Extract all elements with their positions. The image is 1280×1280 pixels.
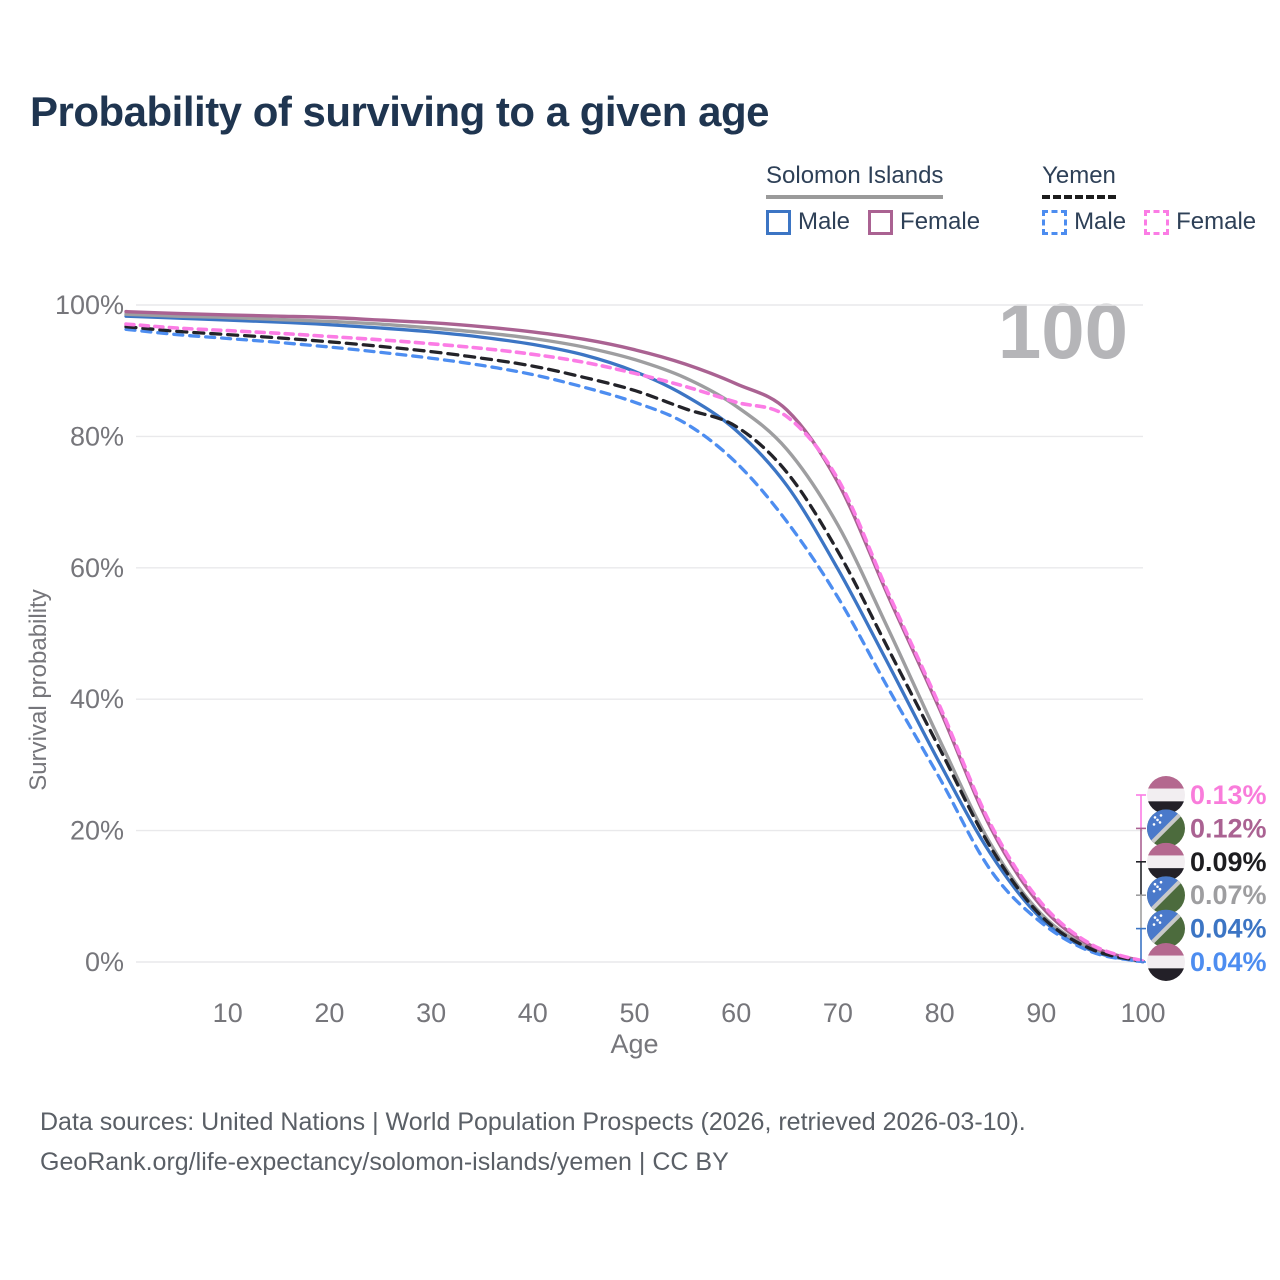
legend-group-yemen: Yemen Male Female	[1042, 162, 1256, 236]
x-tick-label: 90	[1026, 998, 1056, 1028]
legend-row: Male Female	[766, 208, 980, 236]
legend-item-solomon-male[interactable]: Male	[766, 208, 850, 236]
flag-icon-solomon-islands	[1147, 909, 1185, 948]
series-line-yemen-female	[124, 322, 1145, 963]
flag-icon-solomon-islands	[1147, 809, 1185, 848]
legend-label-female: Female	[900, 208, 981, 235]
legend-item-yemen-female[interactable]: Female	[1144, 208, 1256, 236]
y-tick-label: 0%	[85, 947, 124, 977]
attribution-text: GeoRank.org/life-expectancy/solomon-isla…	[40, 1148, 729, 1176]
series-line-si-all	[124, 312, 1145, 964]
footer: Data sources: United Nations | World Pop…	[40, 1102, 1026, 1182]
yemen-male-swatch-icon	[1042, 209, 1068, 235]
end-label-yemen-female: 0.13%	[1190, 780, 1267, 810]
legend-item-yemen-male[interactable]: Male	[1042, 208, 1126, 236]
series-line-yemen-male	[124, 327, 1145, 964]
x-tick-label: 40	[518, 998, 548, 1028]
legend: Solomon Islands Male Female Yemen Male F…	[766, 162, 1256, 236]
legend-item-solomon-female[interactable]: Female	[868, 208, 980, 236]
legend-group-solomon-islands: Solomon Islands Male Female	[766, 162, 980, 236]
legend-label-male: Male	[1074, 208, 1127, 235]
y-tick-label: 100%	[55, 290, 124, 320]
x-axis-title: Age	[610, 1029, 658, 1059]
solomon-male-swatch-icon	[766, 209, 791, 235]
x-tick-label: 50	[619, 998, 649, 1028]
series-line-yemen-all	[124, 325, 1145, 964]
data-sources-text: Data sources: United Nations | World Pop…	[40, 1108, 1026, 1136]
yemen-female-swatch-icon	[1144, 209, 1170, 235]
end-label-yemen-male: 0.04%	[1190, 947, 1267, 977]
x-tick-label: 10	[213, 998, 243, 1028]
x-tick-label: 100	[1120, 998, 1165, 1028]
end-label-yemen-all: 0.09%	[1190, 847, 1267, 877]
end-label-si-female: 0.12%	[1190, 813, 1267, 843]
page-title: Probability of surviving to a given age	[30, 88, 769, 135]
y-tick-label: 60%	[70, 553, 124, 583]
end-label-si-male: 0.04%	[1190, 914, 1267, 944]
flag-icon-yemen	[1147, 842, 1185, 881]
solomon-female-swatch-icon	[868, 209, 894, 235]
flag-icon-yemen	[1147, 943, 1185, 981]
series-line-si-female	[124, 309, 1145, 963]
flag-icon-solomon-islands	[1147, 876, 1185, 915]
flag-icon-yemen	[1147, 776, 1185, 814]
y-tick-label: 80%	[70, 421, 124, 451]
series-line-si-male	[124, 314, 1145, 964]
legend-country-solomon-islands[interactable]: Solomon Islands	[766, 162, 944, 199]
y-axis-title: Survival probability	[25, 589, 52, 790]
end-label-si-all: 0.07%	[1190, 880, 1267, 910]
x-tick-label: 70	[823, 998, 853, 1028]
x-tick-label: 30	[416, 998, 446, 1028]
legend-label-male: Male	[798, 208, 851, 235]
legend-label-female: Female	[1176, 208, 1257, 235]
y-tick-label: 40%	[70, 684, 124, 714]
x-tick-label: 80	[925, 998, 955, 1028]
y-tick-label: 20%	[70, 816, 124, 846]
x-tick-label: 60	[721, 998, 751, 1028]
legend-row: Male Female	[1042, 208, 1256, 236]
legend-country-yemen[interactable]: Yemen	[1042, 162, 1116, 199]
x-tick-label: 20	[314, 998, 344, 1028]
